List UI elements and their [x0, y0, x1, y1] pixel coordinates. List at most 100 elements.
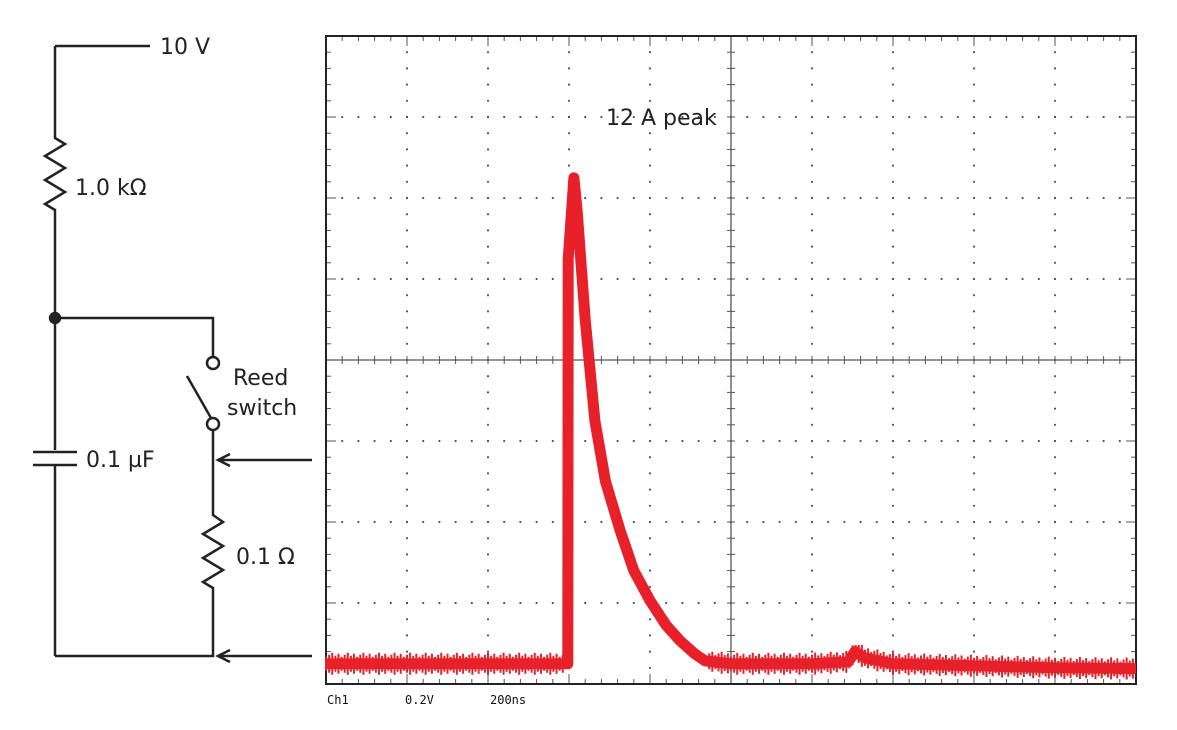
grid-dot — [1053, 196, 1057, 200]
grid-dot — [1053, 520, 1057, 524]
grid-dot — [551, 520, 554, 524]
grid-dot — [972, 537, 976, 540]
grid-dot — [389, 439, 392, 443]
grid-dot — [1053, 504, 1057, 507]
grid-dot — [632, 196, 635, 200]
grid-dot — [486, 456, 490, 459]
grid-dot — [810, 99, 814, 102]
grid-dot — [875, 196, 878, 200]
grid-dot — [486, 310, 490, 313]
grid-dot — [665, 277, 668, 281]
grid-dot — [486, 520, 490, 524]
grid-dot — [422, 520, 425, 524]
grid-dot — [1005, 196, 1008, 200]
grid-dot — [1053, 553, 1057, 556]
grid-dot — [470, 277, 473, 281]
grid-dot — [810, 245, 814, 248]
grid-dot — [1053, 601, 1057, 605]
grid-dot — [665, 601, 668, 605]
grid-dot — [1037, 520, 1040, 524]
grid-dot — [1037, 277, 1040, 281]
grid-dot — [810, 310, 814, 313]
grid-dot — [616, 601, 619, 605]
grid-dot — [891, 67, 895, 70]
grid-dot — [341, 115, 344, 119]
grid-dot — [810, 553, 814, 556]
peak-annotation: 12 A peak — [606, 106, 717, 131]
scope-frame — [325, 35, 1137, 685]
grid-dot — [810, 213, 814, 216]
grid-dot — [810, 423, 814, 426]
grid-dot — [648, 520, 652, 524]
grid-dot — [972, 115, 976, 119]
grid-dot — [648, 326, 652, 329]
grid-dot — [972, 245, 976, 248]
grid-dot — [794, 439, 797, 443]
grid-dot — [940, 196, 943, 200]
grid-dot — [891, 294, 895, 297]
grid-dot — [1053, 261, 1057, 264]
grid-dot — [1102, 115, 1105, 119]
grid-dot — [810, 650, 814, 653]
grid-dot — [438, 601, 441, 605]
grid-dot — [1021, 196, 1024, 200]
grid-dot — [810, 115, 814, 119]
grid-dot — [600, 115, 603, 119]
grid-dot — [503, 196, 506, 200]
grid-dot — [1037, 439, 1040, 443]
grid-dot — [648, 229, 652, 232]
grid-dot — [956, 520, 959, 524]
grid-dot — [405, 132, 409, 135]
grid-dot — [632, 439, 635, 443]
grid-dot — [1053, 51, 1057, 54]
grid-dot — [632, 115, 635, 119]
probe-arrow-bottom — [215, 648, 312, 664]
grid-dot — [1053, 245, 1057, 248]
grid-dot — [972, 196, 976, 200]
grid-dot — [600, 601, 603, 605]
grid-dot — [891, 488, 895, 491]
grid-dot — [373, 520, 376, 524]
grid-dot — [1021, 439, 1024, 443]
grid-dot — [1053, 569, 1057, 572]
grid-dot — [956, 277, 959, 281]
grid-dot — [567, 148, 571, 151]
grid-dot — [810, 407, 814, 410]
grid-dot — [891, 553, 895, 556]
grid-dot — [567, 99, 571, 102]
grid-dot — [810, 132, 814, 135]
grid-dot — [972, 391, 976, 394]
grid-dot — [486, 375, 490, 378]
grid-dot — [810, 148, 814, 151]
grid-dot — [810, 456, 814, 459]
grid-dot — [486, 472, 490, 475]
grid-dot — [956, 196, 959, 200]
grid-dot — [519, 115, 522, 119]
grid-dot — [616, 196, 619, 200]
grid-dot — [972, 634, 976, 637]
grid-dot — [389, 277, 392, 281]
grid-dot — [422, 115, 425, 119]
grid-dot — [697, 520, 700, 524]
grid-dot — [891, 115, 895, 119]
grid-dot — [810, 164, 814, 167]
grid-dot — [891, 407, 895, 410]
grid-dot — [1053, 423, 1057, 426]
grid-dot — [972, 213, 976, 216]
grid-dot — [648, 439, 652, 443]
grid-dot — [1021, 520, 1024, 524]
grid-dot — [810, 618, 814, 621]
grid-dot — [810, 504, 814, 507]
grid-dot — [341, 439, 344, 443]
grid-dot — [405, 569, 409, 572]
grid-dot — [794, 520, 797, 524]
grid-dot — [1053, 148, 1057, 151]
grid-dot — [486, 537, 490, 540]
grid-dot — [486, 261, 490, 264]
grid-dot — [891, 196, 895, 200]
grid-dot — [891, 520, 895, 524]
grid-dot — [486, 601, 490, 605]
grid-dot — [891, 342, 895, 345]
grid-dot — [989, 601, 992, 605]
grid-dot — [989, 196, 992, 200]
